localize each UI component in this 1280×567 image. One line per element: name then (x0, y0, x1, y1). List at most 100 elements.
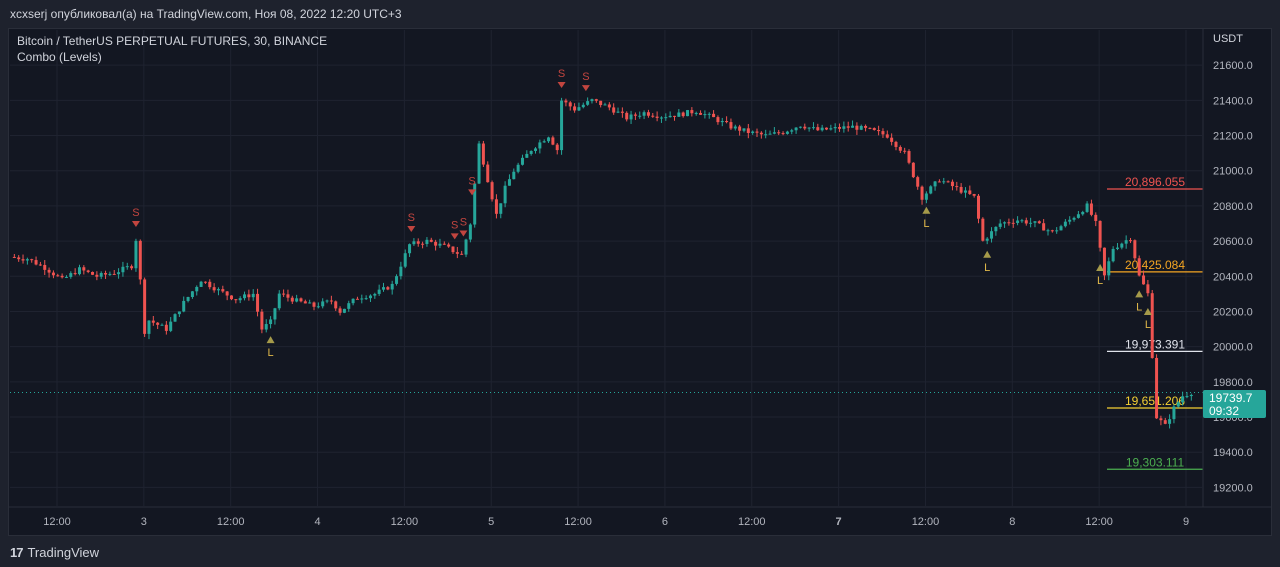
buy-marker (1143, 307, 1152, 315)
buy-marker (1096, 263, 1105, 271)
candle-body (616, 111, 620, 113)
sell-marker (468, 189, 477, 196)
candle-body (890, 137, 894, 142)
level-label: 19,303.111 (1126, 455, 1185, 469)
candle-body (990, 231, 994, 239)
indicator-line[interactable]: Combo (Levels) (17, 50, 102, 64)
candle-body (95, 274, 99, 277)
candle-body (303, 301, 307, 304)
candle-body (1016, 220, 1020, 223)
candle-body (382, 287, 386, 290)
candle-body (1111, 248, 1115, 262)
sell-marker (407, 225, 416, 232)
candle-body (694, 112, 698, 114)
candle-body (269, 319, 273, 325)
candle-body (130, 266, 134, 269)
candle-body (824, 127, 828, 130)
candle-body (299, 298, 303, 302)
candle-body (373, 293, 377, 296)
levels-layer: 20,896.05520,425.08419,973.39119,651.206… (1107, 175, 1203, 470)
current-price-value: 19739.7 (1209, 391, 1253, 405)
candle-body (321, 301, 325, 307)
candle-body (807, 127, 811, 129)
candle-body (47, 269, 51, 273)
tradingview-logo-icon: 17 (10, 544, 24, 560)
candle-body (151, 320, 155, 323)
sell-label: S (582, 71, 589, 83)
candle-body (525, 153, 529, 158)
candle-body (338, 308, 342, 313)
candle-body (1089, 203, 1093, 215)
candle-body (477, 143, 481, 184)
candle-body (764, 134, 768, 136)
candle-body (238, 298, 242, 301)
candle-body (360, 298, 364, 300)
candle-body (481, 143, 485, 165)
candle-body (203, 281, 207, 283)
candle-body (112, 273, 116, 275)
candle-body (746, 128, 750, 134)
y-axis-ticks: 21600.0 21400.0 21200.0 21000.0 20800.0 20600… (1213, 60, 1253, 494)
chart-legend: Bitcoin / TetherUS PERPETUAL FUTURES, 30… (17, 33, 327, 65)
candle-body (1133, 240, 1137, 259)
candle-body (772, 132, 776, 134)
candle-body (425, 239, 429, 244)
candle-body (1050, 230, 1054, 232)
candle-body (1129, 240, 1133, 242)
candle-body (17, 257, 21, 260)
candle-body (1003, 222, 1007, 224)
candle-body (160, 324, 164, 326)
buy-label: L (268, 347, 274, 359)
candle-body (438, 243, 442, 246)
candle-body (138, 240, 142, 280)
candle-body (147, 320, 151, 334)
candles-layer (12, 97, 1193, 429)
buy-label: L (923, 218, 929, 230)
candle-body (659, 117, 663, 119)
y-tick-label: 20600.0 (1213, 236, 1253, 248)
x-tick-label: 12:00 (564, 516, 592, 528)
candle-body (212, 287, 216, 291)
candle-body (1037, 221, 1041, 224)
candle-body (260, 311, 264, 330)
candle-body (121, 266, 125, 273)
candle-body (1181, 396, 1185, 403)
candle-body (125, 266, 129, 268)
candle-body (494, 199, 498, 214)
sell-label: S (460, 217, 467, 229)
x-tick-label: 12:00 (738, 516, 766, 528)
candle-body (1085, 203, 1089, 212)
candle-body (1163, 420, 1167, 424)
candle-body (868, 127, 872, 129)
candle-body (1142, 275, 1146, 285)
candle-body (234, 299, 238, 301)
candle-body (412, 241, 416, 245)
candle-body (560, 100, 564, 151)
candle-body (329, 300, 333, 302)
candle-body (486, 164, 490, 183)
sell-marker (557, 82, 566, 89)
candle-body (308, 302, 312, 304)
candle-body (277, 293, 281, 309)
x-tick-label: 6 (662, 516, 668, 528)
tradingview-logo[interactable]: 17 TradingView (10, 544, 99, 560)
candle-body (1033, 221, 1037, 223)
candle-body (1042, 223, 1046, 231)
candle-body (838, 126, 842, 129)
candle-body (12, 256, 16, 258)
publish-line: xcxserj опубликовал(а) на TradingView.co… (10, 7, 402, 21)
y-tick-label: 20200.0 (1213, 306, 1253, 318)
candle-body (1176, 402, 1180, 407)
symbol-line[interactable]: Bitcoin / TetherUS PERPETUAL FUTURES, 30… (17, 34, 328, 48)
candle-body (225, 291, 229, 296)
y-tick-label: 21600.0 (1213, 60, 1253, 72)
candle-body (490, 182, 494, 200)
candle-body (842, 126, 846, 129)
candle-body (903, 150, 907, 152)
candle-body (416, 241, 420, 244)
candle-body (555, 144, 559, 151)
candle-body (829, 128, 833, 130)
candle-body (156, 322, 160, 325)
